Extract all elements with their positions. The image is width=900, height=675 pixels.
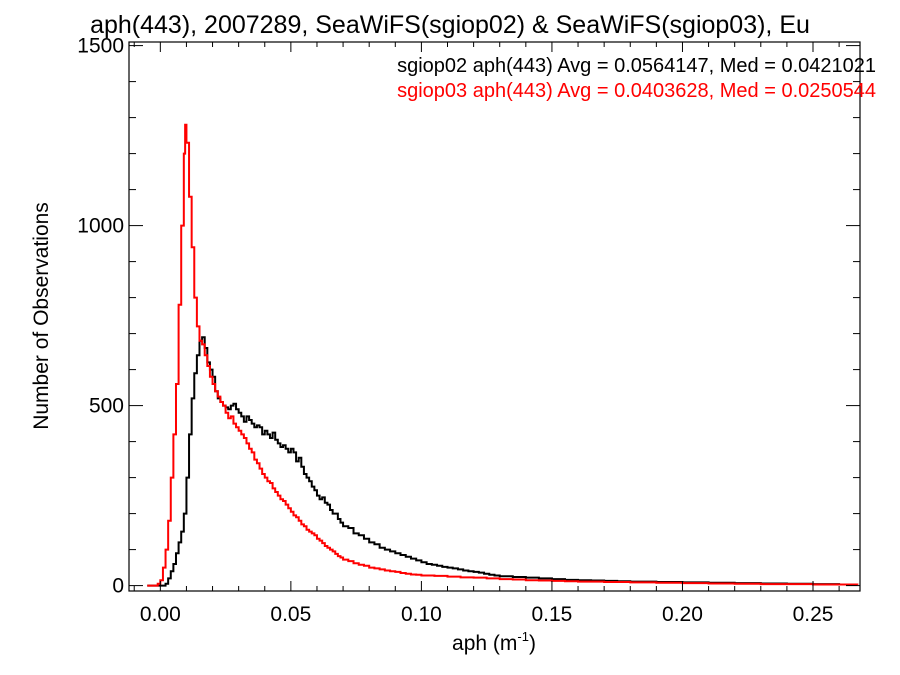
x-tick-label: 0.25 bbox=[793, 603, 834, 626]
y-axis-title: Number of Observations bbox=[30, 202, 53, 430]
series-line-sgiop02 bbox=[147, 336, 858, 587]
x-tick-label: 0.10 bbox=[401, 603, 442, 626]
x-tick-label: 0.05 bbox=[270, 603, 311, 626]
plot-frame bbox=[128, 41, 861, 592]
x-axis-title: aph (m-1) bbox=[452, 629, 536, 655]
x-axis-title-text: aph (m bbox=[452, 632, 517, 655]
y-tick-label: 1500 bbox=[77, 35, 124, 58]
x-axis-ticks: 0.00 0.05 0.10 0.15 0.20 0.25 bbox=[133, 42, 840, 626]
legend-entry-sgiop03: sgiop03 aph(443) Avg = 0.0403628, Med = … bbox=[397, 80, 876, 102]
series-layer bbox=[147, 123, 859, 587]
y-tick-label: 0 bbox=[112, 575, 124, 598]
chart-title: aph(443), 2007289, SeaWiFS(sgiop02) & Se… bbox=[90, 11, 810, 39]
legend-entry-sgiop02: sgiop02 aph(443) Avg = 0.0564147, Med = … bbox=[397, 55, 876, 77]
x-axis-title-superscript: -1 bbox=[517, 629, 529, 644]
x-tick-label: 0.15 bbox=[531, 603, 572, 626]
x-tick-label: 0.20 bbox=[662, 603, 703, 626]
x-tick-label: 0.00 bbox=[140, 603, 181, 626]
series-line-sgiop03 bbox=[147, 123, 859, 587]
y-tick-label: 500 bbox=[89, 395, 124, 418]
plot-area: 0.00 0.05 0.10 0.15 0.20 0.25 0 500 1000 1500 bbox=[77, 35, 861, 626]
x-axis-title-suffix: ) bbox=[529, 632, 536, 655]
legend: sgiop02 aph(443) Avg = 0.0564147, Med = … bbox=[397, 55, 876, 102]
y-tick-label: 1000 bbox=[77, 215, 124, 238]
y-axis-ticks: 0 500 1000 1500 bbox=[77, 35, 860, 598]
